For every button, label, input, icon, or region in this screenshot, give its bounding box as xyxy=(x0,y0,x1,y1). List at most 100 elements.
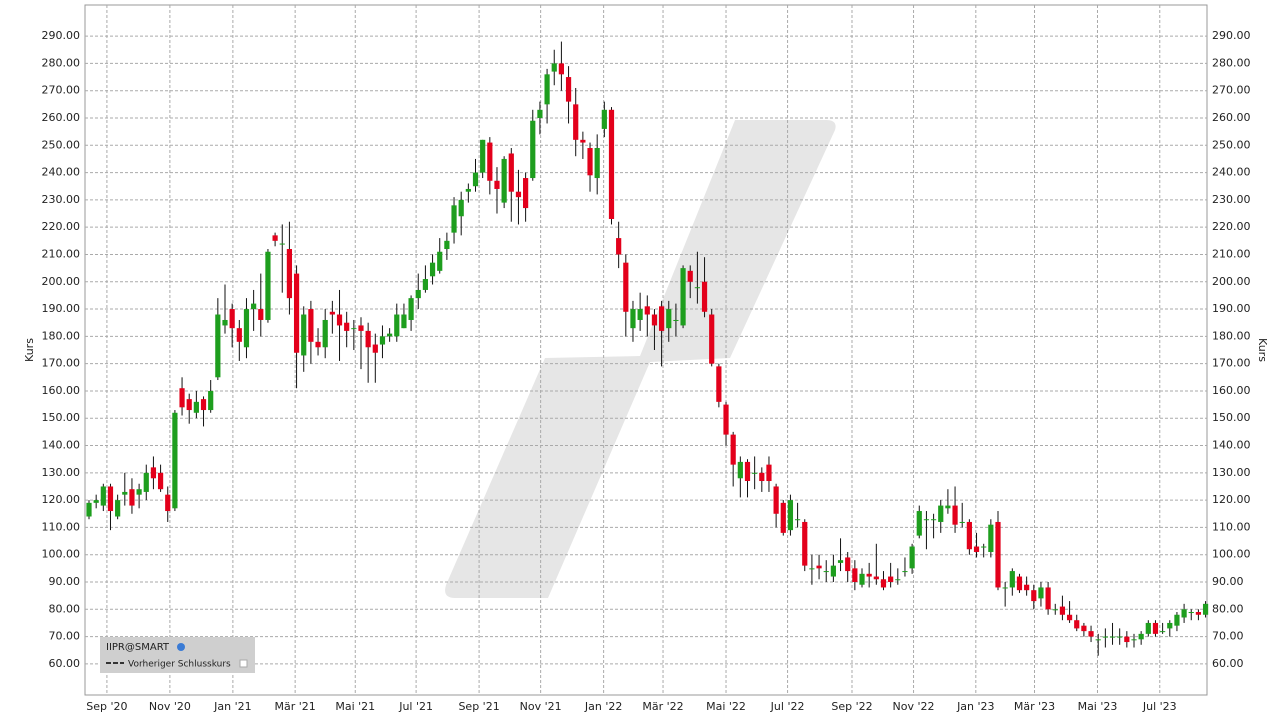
y-tick-label: 200.00 xyxy=(42,275,81,288)
y-tick-label: 250.00 xyxy=(42,138,81,151)
candle-body xyxy=(1002,587,1008,589)
y2-tick-label: 90.00 xyxy=(1212,575,1244,588)
candle-body xyxy=(830,565,836,577)
candle-body xyxy=(501,158,507,203)
y2-tick-label: 280.00 xyxy=(1212,56,1251,69)
candle-body xyxy=(1059,606,1066,615)
y2-tick-label: 270.00 xyxy=(1212,84,1251,97)
candle-body xyxy=(480,139,486,173)
candle-body xyxy=(902,571,908,573)
legend-reference: Vorheriger Schlusskurs xyxy=(128,660,231,670)
candle-body xyxy=(837,560,844,563)
candle-body xyxy=(916,511,922,536)
candle-body xyxy=(394,314,400,337)
candle-body xyxy=(222,319,228,326)
candle-body xyxy=(1024,584,1030,591)
candle-body xyxy=(759,472,765,482)
y2-tick-label: 130.00 xyxy=(1212,466,1251,479)
y-tick-label: 290.00 xyxy=(42,29,81,42)
candle-body xyxy=(973,546,980,552)
y2-tick-label: 260.00 xyxy=(1212,111,1251,124)
candle-body xyxy=(959,521,965,523)
candle-body xyxy=(444,240,450,250)
candle-body xyxy=(143,472,149,492)
y-tick-label: 130.00 xyxy=(42,466,81,479)
x-tick-label: Sep '22 xyxy=(831,700,872,713)
y-tick-label: 280.00 xyxy=(42,56,81,69)
candle-body xyxy=(651,314,658,326)
candle-body xyxy=(930,519,937,521)
y2-tick-label: 150.00 xyxy=(1212,411,1251,424)
candle-body xyxy=(1102,636,1108,638)
candle-body xyxy=(709,314,715,364)
y-tick-label: 240.00 xyxy=(42,166,81,179)
candle-body xyxy=(365,330,371,348)
candle-body xyxy=(687,270,693,282)
y-tick-label: 90.00 xyxy=(49,575,81,588)
candle-body xyxy=(258,309,264,320)
candle-body xyxy=(150,467,157,479)
candle-body xyxy=(293,273,300,353)
candle-body xyxy=(322,319,328,348)
candle-body xyxy=(601,109,607,129)
y2-tick-label: 170.00 xyxy=(1212,357,1251,370)
x-tick-label: Jul '22 xyxy=(770,700,805,713)
y2-tick-label: 200.00 xyxy=(1212,275,1251,288)
watermark xyxy=(445,120,836,598)
candle-body xyxy=(508,153,514,192)
y-tick-label: 180.00 xyxy=(42,329,81,342)
candle-body xyxy=(165,494,171,512)
candle-body xyxy=(809,568,815,570)
candle-body xyxy=(236,328,242,342)
candle-body xyxy=(329,311,335,315)
candle-body xyxy=(215,314,221,378)
candle-body xyxy=(1066,614,1073,621)
candle-body xyxy=(723,404,729,435)
y2-tick-label: 120.00 xyxy=(1212,493,1251,506)
candle-body xyxy=(494,180,500,189)
y2-tick-label: 180.00 xyxy=(1212,329,1251,342)
y-tick-label: 190.00 xyxy=(42,302,81,315)
candle-body xyxy=(115,500,121,517)
candle-body xyxy=(308,309,314,342)
candle-body xyxy=(243,309,250,348)
candle-body xyxy=(1181,609,1187,618)
candle-body xyxy=(623,262,629,312)
x-tick-label: Nov '21 xyxy=(520,700,562,713)
candle-body xyxy=(895,579,901,581)
y2-tick-label: 140.00 xyxy=(1212,439,1251,452)
candle-body xyxy=(286,249,293,299)
y-tick-label: 150.00 xyxy=(42,411,81,424)
candle-body xyxy=(587,148,593,176)
candle-body xyxy=(558,63,564,75)
x-tick-label: Jan '21 xyxy=(213,700,251,713)
candle-body xyxy=(551,63,557,72)
candle-body xyxy=(1195,612,1202,615)
candle-body xyxy=(208,390,214,411)
candle-body xyxy=(351,328,357,330)
candle-body xyxy=(523,178,529,209)
x-tick-label: Mär '22 xyxy=(642,700,683,713)
legend-box xyxy=(100,637,255,673)
y-tick-label: 260.00 xyxy=(42,111,81,124)
candle-body xyxy=(93,500,99,503)
candle-body xyxy=(122,491,128,495)
candle-body xyxy=(336,314,343,326)
x-tick-label: Mär '23 xyxy=(1014,700,1055,713)
candle-body xyxy=(573,104,579,140)
candle-body xyxy=(616,238,622,255)
candle-body xyxy=(888,576,894,583)
candle-body xyxy=(451,205,457,233)
y-tick-label: 120.00 xyxy=(42,493,81,506)
y-tick-label: 160.00 xyxy=(42,384,81,397)
candle-body xyxy=(773,486,779,514)
candle-body xyxy=(659,306,665,331)
candle-body xyxy=(787,500,794,531)
candle-body xyxy=(1016,576,1023,591)
candle-body xyxy=(981,546,987,548)
y-axis-label: Kurs xyxy=(23,338,36,362)
candle-body xyxy=(458,199,464,217)
candle-body xyxy=(186,399,192,411)
candle-body xyxy=(1045,587,1051,610)
